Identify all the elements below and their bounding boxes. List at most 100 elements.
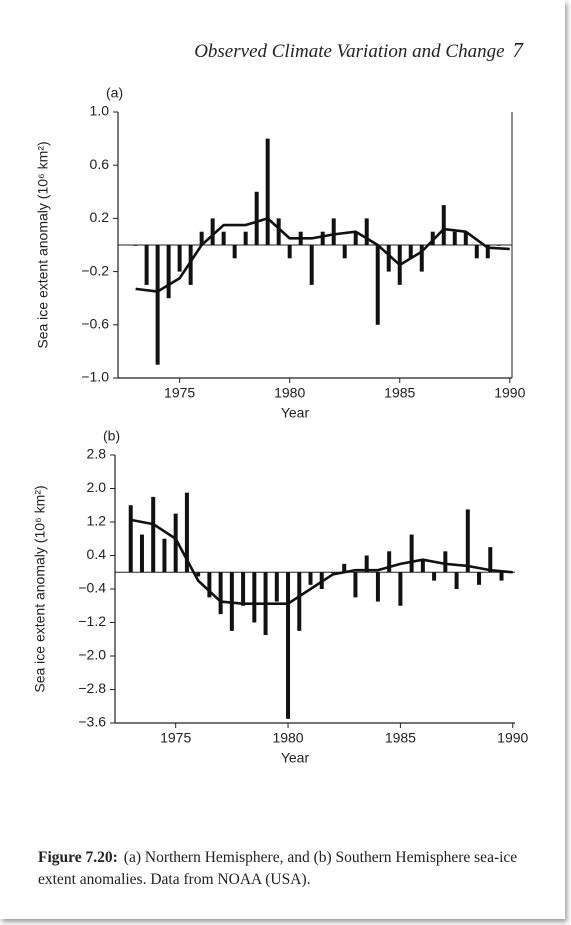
bar <box>499 572 504 581</box>
bar <box>463 231 468 245</box>
bar <box>496 245 501 246</box>
y-axis-label: Sea ice extent anomaly (10⁶ km²) <box>32 485 48 692</box>
bar <box>276 218 281 245</box>
y-tick-label: 0.6 <box>90 156 110 172</box>
y-tick-label: −1.2 <box>78 613 106 629</box>
bar <box>353 572 358 598</box>
bar <box>485 245 490 259</box>
bar <box>398 572 403 606</box>
bar <box>144 245 149 285</box>
bar <box>274 572 279 602</box>
y-tick-label: 0.2 <box>90 209 110 225</box>
x-tick-label: 1990 <box>497 730 528 746</box>
y-tick-label: 1.2 <box>87 513 107 529</box>
bar <box>353 231 358 245</box>
bar <box>166 245 171 299</box>
bar <box>364 218 369 245</box>
y-tick-label: −0.6 <box>81 316 109 332</box>
bar <box>196 572 201 577</box>
y-tick-label: 1.0 <box>90 103 110 119</box>
bar <box>309 245 314 285</box>
caption-text: (a) Northern Hemisphere, and (b) Souther… <box>38 849 518 888</box>
bar <box>331 218 336 245</box>
bar <box>441 205 446 245</box>
bar <box>320 231 325 245</box>
caption: Figure 7.20: (a) Northern Hemisphere, and… <box>38 847 538 891</box>
bar <box>330 572 335 574</box>
bar <box>162 538 167 573</box>
bar <box>409 534 414 573</box>
bar <box>199 231 204 245</box>
bar <box>254 191 259 245</box>
bar <box>184 492 189 573</box>
bar <box>265 138 270 245</box>
bar <box>375 572 380 602</box>
bar <box>177 245 182 272</box>
bar <box>342 563 347 573</box>
bar <box>477 572 482 585</box>
bar <box>342 245 347 259</box>
bar <box>133 245 138 246</box>
caption-label: Figure 7.20: <box>38 849 118 866</box>
page-number: 7 <box>512 38 524 62</box>
figure: (a) −1.0 −0.6 −0.2 0.2 0.6 1.0 1975 1980 1985 1990… <box>32 85 529 766</box>
bar <box>308 572 313 585</box>
y-tick-label: −2.0 <box>78 647 106 663</box>
y-tick-label: −1.0 <box>81 369 109 385</box>
x-tick-label: 1985 <box>384 385 415 401</box>
bar <box>173 513 178 573</box>
x-tick-label: 1975 <box>164 385 195 401</box>
running-header: Observed Climate Variation and Change 7 <box>194 38 523 63</box>
bar <box>419 245 424 272</box>
bar <box>241 572 246 606</box>
bar <box>454 572 459 589</box>
bar <box>207 572 212 598</box>
bar <box>430 231 435 245</box>
bar <box>155 245 160 365</box>
bar <box>139 534 144 573</box>
bar <box>188 245 193 285</box>
bar <box>420 559 425 573</box>
bar <box>297 572 302 631</box>
bar <box>452 231 457 245</box>
x-axis-label: Year <box>281 405 310 421</box>
bar <box>221 231 226 245</box>
bar <box>443 551 448 573</box>
y-axis-label: Sea ice extent anomaly (10⁶ km²) <box>35 141 51 348</box>
bar <box>488 547 493 573</box>
y-tick-label: 2.0 <box>87 479 107 495</box>
bar <box>408 245 413 259</box>
bar <box>218 572 223 615</box>
bar <box>210 218 215 245</box>
bar <box>243 231 248 245</box>
trend-line <box>135 217 510 293</box>
bar <box>387 551 392 573</box>
bar <box>286 572 291 719</box>
bar <box>232 245 237 259</box>
bar <box>474 245 479 259</box>
x-tick-label: 1990 <box>494 385 525 401</box>
x-tick-label: 1980 <box>272 730 303 746</box>
x-axis-label: Year <box>281 750 310 766</box>
bar <box>364 555 369 573</box>
header-title: Observed Climate Variation and Change <box>194 41 505 62</box>
y-tick-label: −0.4 <box>78 580 106 596</box>
bar <box>465 509 470 573</box>
y-tick-label: −2.8 <box>78 680 106 696</box>
trend-line <box>130 518 513 605</box>
y-tick-label: 2.8 <box>87 446 107 462</box>
bar <box>375 245 380 325</box>
panel-label: (b) <box>103 428 120 444</box>
panel-label: (a) <box>106 85 123 101</box>
x-tick-label: 1985 <box>385 730 416 746</box>
bar <box>386 245 391 272</box>
x-tick-label: 1975 <box>160 730 191 746</box>
bar <box>252 572 257 623</box>
bar <box>151 496 156 573</box>
bar <box>128 505 133 573</box>
bar <box>287 245 292 259</box>
x-tick-label: 1980 <box>274 385 305 401</box>
y-tick-label: −3.6 <box>78 714 106 730</box>
y-tick-label: −0.2 <box>81 262 109 278</box>
